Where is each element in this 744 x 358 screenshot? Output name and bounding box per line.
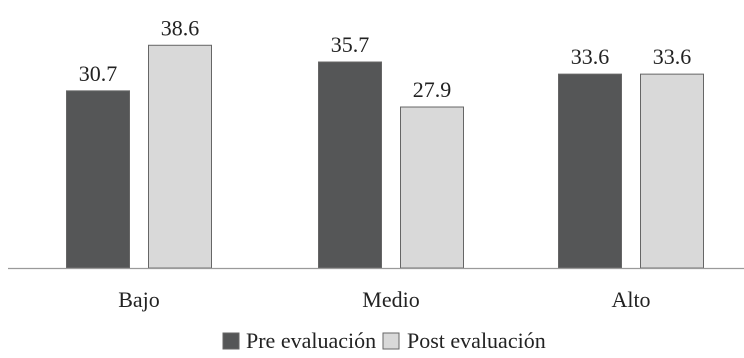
bars-layer xyxy=(66,44,704,269)
value-label-medio-post: 27.9 xyxy=(413,77,452,102)
bar-medio-pre xyxy=(318,61,382,269)
legend-label-post: Post evaluación xyxy=(407,328,546,353)
x-tick-labels: Bajo Medio Alto xyxy=(118,287,650,312)
bar-alto-pre xyxy=(558,73,622,269)
legend-label-pre: Pre evaluación xyxy=(246,328,376,353)
value-label-bajo-post: 38.6 xyxy=(161,15,200,40)
value-label-medio-pre: 35.7 xyxy=(331,32,370,57)
bar-bajo-pre xyxy=(66,90,130,269)
bar-bajo-post xyxy=(148,44,212,269)
bar-medio-post xyxy=(400,106,464,269)
x-tick-label-medio: Medio xyxy=(362,287,419,312)
legend: Pre evaluación Post evaluación xyxy=(222,328,546,353)
bar-alto-post xyxy=(640,73,704,269)
value-label-alto-pre: 33.6 xyxy=(571,44,610,69)
x-tick-label-bajo: Bajo xyxy=(118,287,160,312)
value-label-bajo-pre: 30.7 xyxy=(79,61,118,86)
legend-swatch-post xyxy=(382,332,400,350)
legend-swatch-pre xyxy=(222,332,240,350)
value-labels-layer: 30.7 38.6 35.7 27.9 33.6 33.6 xyxy=(79,15,692,102)
value-label-alto-post: 33.6 xyxy=(653,44,692,69)
x-tick-label-alto: Alto xyxy=(611,287,650,312)
